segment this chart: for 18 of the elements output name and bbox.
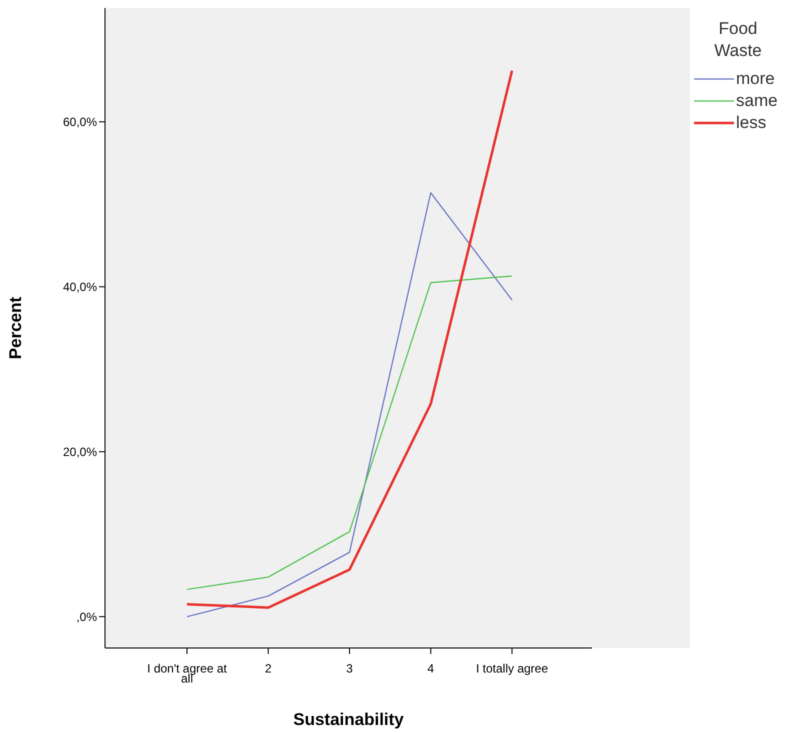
x-tick-label: 2 [264,662,272,676]
line-series [186,192,513,618]
legend-label: more [736,69,775,89]
line-series [186,275,513,590]
y-tick-label: 40,0% [62,280,98,294]
y-tick-label: 60,0% [62,115,98,130]
x-tick-label: 4 [427,662,434,676]
x-tick-label: I totally agree [476,662,548,676]
line-series [186,69,514,609]
x-axis-title: Sustainability [293,710,404,730]
x-tick-label: 3 [346,662,354,676]
legend-label: same [736,91,778,111]
y-axis-title: Percent [6,296,26,360]
legend-label: less [736,113,766,133]
y-tick-label: ,0% [76,610,98,624]
x-tick-label: I don't agree at all [147,662,228,686]
y-tick-label: 20,0% [62,444,98,459]
legend-title: Food Waste [713,18,763,62]
